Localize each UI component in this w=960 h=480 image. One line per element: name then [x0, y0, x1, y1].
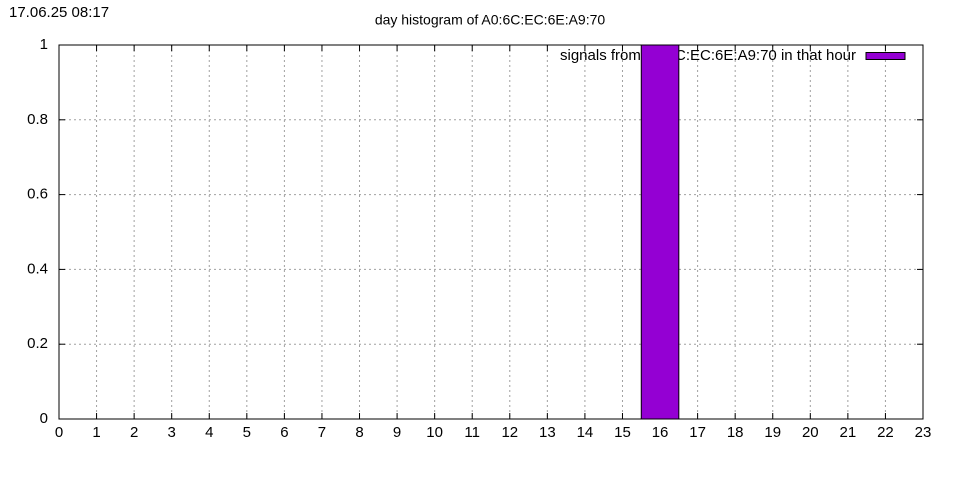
timestamp: 17.06.25 08:17 [9, 4, 109, 21]
plot-border [58, 44, 924, 420]
legend-label: signals from A0:6C:EC:6E:A9:70 in that h… [560, 47, 856, 64]
bar [640, 45, 680, 419]
x-tick-label: 4 [205, 424, 213, 441]
x-tick-label: 11 [464, 424, 480, 441]
x-tick-label: 19 [764, 424, 781, 441]
x-tick-label: 0 [55, 424, 63, 441]
x-tick-label: 6 [280, 424, 288, 441]
x-tick-label: 14 [577, 424, 594, 441]
y-tick-label: 0.6 [27, 186, 48, 203]
x-tick-label: 5 [243, 424, 251, 441]
x-tick-label: 13 [539, 424, 556, 441]
x-tick-label: 15 [614, 424, 631, 441]
x-tick-label: 18 [727, 424, 744, 441]
chart-title: day histogram of A0:6C:EC:6E:A9:70 [375, 12, 606, 28]
y-tick-label: 0.8 [27, 111, 48, 128]
x-tick-label: 21 [840, 424, 857, 441]
x-tick-label: 7 [318, 424, 326, 441]
y-tick-label: 0.4 [27, 260, 48, 277]
x-tick-label: 1 [92, 424, 100, 441]
y-tick-label: 0 [40, 410, 48, 427]
x-tick-label: 3 [168, 424, 176, 441]
x-tick-label: 23 [915, 424, 932, 441]
y-tick-label: 0.2 [27, 335, 48, 352]
x-tick-label: 8 [355, 424, 363, 441]
x-tick-label: 9 [393, 424, 401, 441]
y-tick-label: 1 [40, 36, 48, 53]
x-tick-label: 16 [652, 424, 669, 441]
x-tick-label: 20 [802, 424, 819, 441]
legend-swatch [865, 52, 906, 60]
x-tick-label: 17 [689, 424, 706, 441]
x-tick-label: 22 [877, 424, 894, 441]
plot-area [640, 45, 680, 419]
x-tick-label: 10 [426, 424, 443, 441]
x-tick-label: 2 [130, 424, 138, 441]
x-tick-label: 12 [501, 424, 518, 441]
